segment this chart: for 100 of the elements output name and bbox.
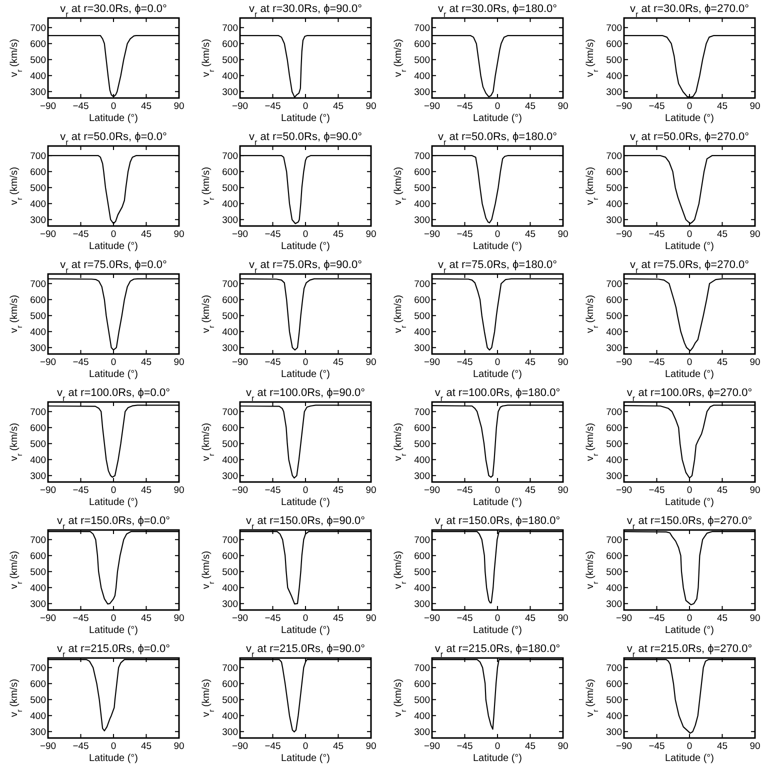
y-tick-label: 400: [414, 327, 430, 338]
x-tick-label: −90: [616, 229, 632, 240]
x-tick-label: 0: [686, 485, 692, 496]
y-tick-label: 600: [222, 295, 238, 306]
y-tick-label: 500: [414, 695, 430, 706]
x-axis-title: Latitude (°): [664, 113, 714, 124]
y-tick-label: 600: [606, 39, 622, 50]
x-tick-label: −45: [648, 741, 665, 752]
x-tick-label: 0: [110, 741, 116, 752]
y-tick-label: 700: [222, 407, 238, 418]
y-tick-label: 600: [222, 39, 238, 50]
x-tick-label: 0: [494, 101, 500, 112]
x-tick-label: −45: [72, 229, 89, 240]
x-tick-label: −45: [264, 101, 281, 112]
x-tick-label: 45: [140, 229, 152, 240]
chart-title: v$_{r}$ at r=150.0Rs, ϕ=0.0°: [57, 515, 170, 530]
y-tick-label: 700: [414, 151, 430, 162]
y-tick-label: 400: [414, 455, 430, 466]
x-tick-label: −90: [40, 229, 56, 240]
x-tick-label: 45: [332, 357, 344, 368]
chart-title: v$_{r}$ at r=50.0Rs, ϕ=180.0°: [438, 131, 558, 146]
y-tick-label: 300: [606, 215, 622, 226]
y-tick-label: 600: [414, 423, 430, 434]
x-tick-label: −90: [424, 357, 440, 368]
x-axis-title: Latitude (°): [88, 753, 138, 764]
x-tick-label: 45: [332, 613, 344, 624]
y-tick-label: 500: [30, 695, 46, 706]
y-tick-label: 700: [606, 535, 622, 546]
x-tick-label: −45: [456, 229, 473, 240]
y-tick-label: 400: [222, 199, 238, 210]
x-tick-label: 0: [494, 357, 500, 368]
chart-title: v$_{r}$ at r=30.0Rs, ϕ=90.0°: [249, 3, 362, 18]
y-tick-label: 300: [222, 471, 238, 482]
chart-title: v$_{r}$ at r=100.0Rs, ϕ=0.0°: [57, 387, 170, 402]
x-tick-label: 0: [686, 357, 692, 368]
x-tick-label: 45: [524, 485, 536, 496]
y-tick-label: 600: [414, 551, 430, 562]
x-tick-label: 90: [366, 229, 376, 240]
x-axis-title: Latitude (°): [88, 113, 138, 124]
y-tick-label: 500: [222, 695, 238, 706]
x-tick-label: 90: [558, 101, 568, 112]
y-tick-label: 500: [222, 55, 238, 66]
x-tick-label: 45: [524, 741, 536, 752]
x-axis-title: Latitude (°): [280, 497, 330, 508]
x-tick-label: 0: [302, 613, 308, 624]
y-tick-label: 400: [414, 199, 430, 210]
x-tick-label: −45: [648, 357, 665, 368]
y-tick-label: 700: [222, 535, 238, 546]
y-tick-label: 700: [30, 279, 46, 290]
y-tick-label: 600: [222, 423, 238, 434]
chart-title: v$_{r}$ at r=215.0Rs, ϕ=0.0°: [57, 643, 170, 658]
chart-title: v$_{r}$ at r=215.0Rs, ϕ=90.0°: [246, 643, 366, 658]
y-tick-label: 600: [414, 679, 430, 690]
x-tick-label: 0: [110, 357, 116, 368]
y-tick-label: 500: [606, 311, 622, 322]
y-tick-label: 500: [30, 439, 46, 450]
y-tick-label: 700: [606, 407, 622, 418]
y-tick-label: 300: [414, 727, 430, 738]
y-tick-label: 500: [414, 183, 430, 194]
chart-title: v$_{r}$ at r=50.0Rs, ϕ=0.0°: [60, 131, 167, 146]
y-tick-label: 300: [414, 471, 430, 482]
y-tick-label: 700: [222, 663, 238, 674]
x-axis-title: Latitude (°): [280, 241, 330, 252]
x-tick-label: −45: [648, 485, 665, 496]
x-tick-label: 45: [716, 741, 728, 752]
x-tick-label: 0: [302, 485, 308, 496]
x-tick-label: 90: [750, 229, 760, 240]
chart-title: v$_{r}$ at r=75.0Rs, ϕ=270.0°: [630, 259, 750, 274]
chart-title: v$_{r}$ at r=50.0Rs, ϕ=90.0°: [249, 131, 362, 146]
y-tick-label: 400: [30, 711, 46, 722]
x-tick-label: 90: [174, 613, 184, 624]
x-tick-label: −90: [40, 485, 56, 496]
chart-title: v$_{r}$ at r=215.0Rs, ϕ=270.0°: [626, 643, 752, 658]
y-tick-label: 400: [30, 583, 46, 594]
x-axis-title: Latitude (°): [88, 369, 138, 380]
chart-title: v$_{r}$ at r=30.0Rs, ϕ=270.0°: [630, 3, 750, 18]
y-tick-label: 400: [222, 455, 238, 466]
x-tick-label: 90: [174, 357, 184, 368]
y-tick-label: 700: [414, 535, 430, 546]
y-tick-label: 400: [30, 327, 46, 338]
y-tick-label: 300: [222, 599, 238, 610]
y-tick-label: 300: [30, 727, 46, 738]
y-tick-label: 300: [222, 343, 238, 354]
y-tick-label: 700: [606, 23, 622, 34]
x-tick-label: −45: [72, 101, 89, 112]
y-tick-label: 600: [606, 167, 622, 178]
x-tick-label: −45: [456, 357, 473, 368]
x-tick-label: −90: [40, 613, 56, 624]
x-tick-label: 0: [302, 101, 308, 112]
x-tick-label: 90: [366, 485, 376, 496]
y-tick-label: 400: [30, 199, 46, 210]
x-tick-label: −90: [424, 101, 440, 112]
x-tick-label: −90: [232, 229, 248, 240]
y-tick-label: 300: [606, 599, 622, 610]
x-tick-label: −45: [264, 485, 281, 496]
x-tick-label: −45: [264, 613, 281, 624]
x-tick-label: 45: [332, 741, 344, 752]
x-tick-label: 90: [750, 741, 760, 752]
y-tick-label: 600: [30, 551, 46, 562]
y-tick-label: 300: [414, 87, 430, 98]
